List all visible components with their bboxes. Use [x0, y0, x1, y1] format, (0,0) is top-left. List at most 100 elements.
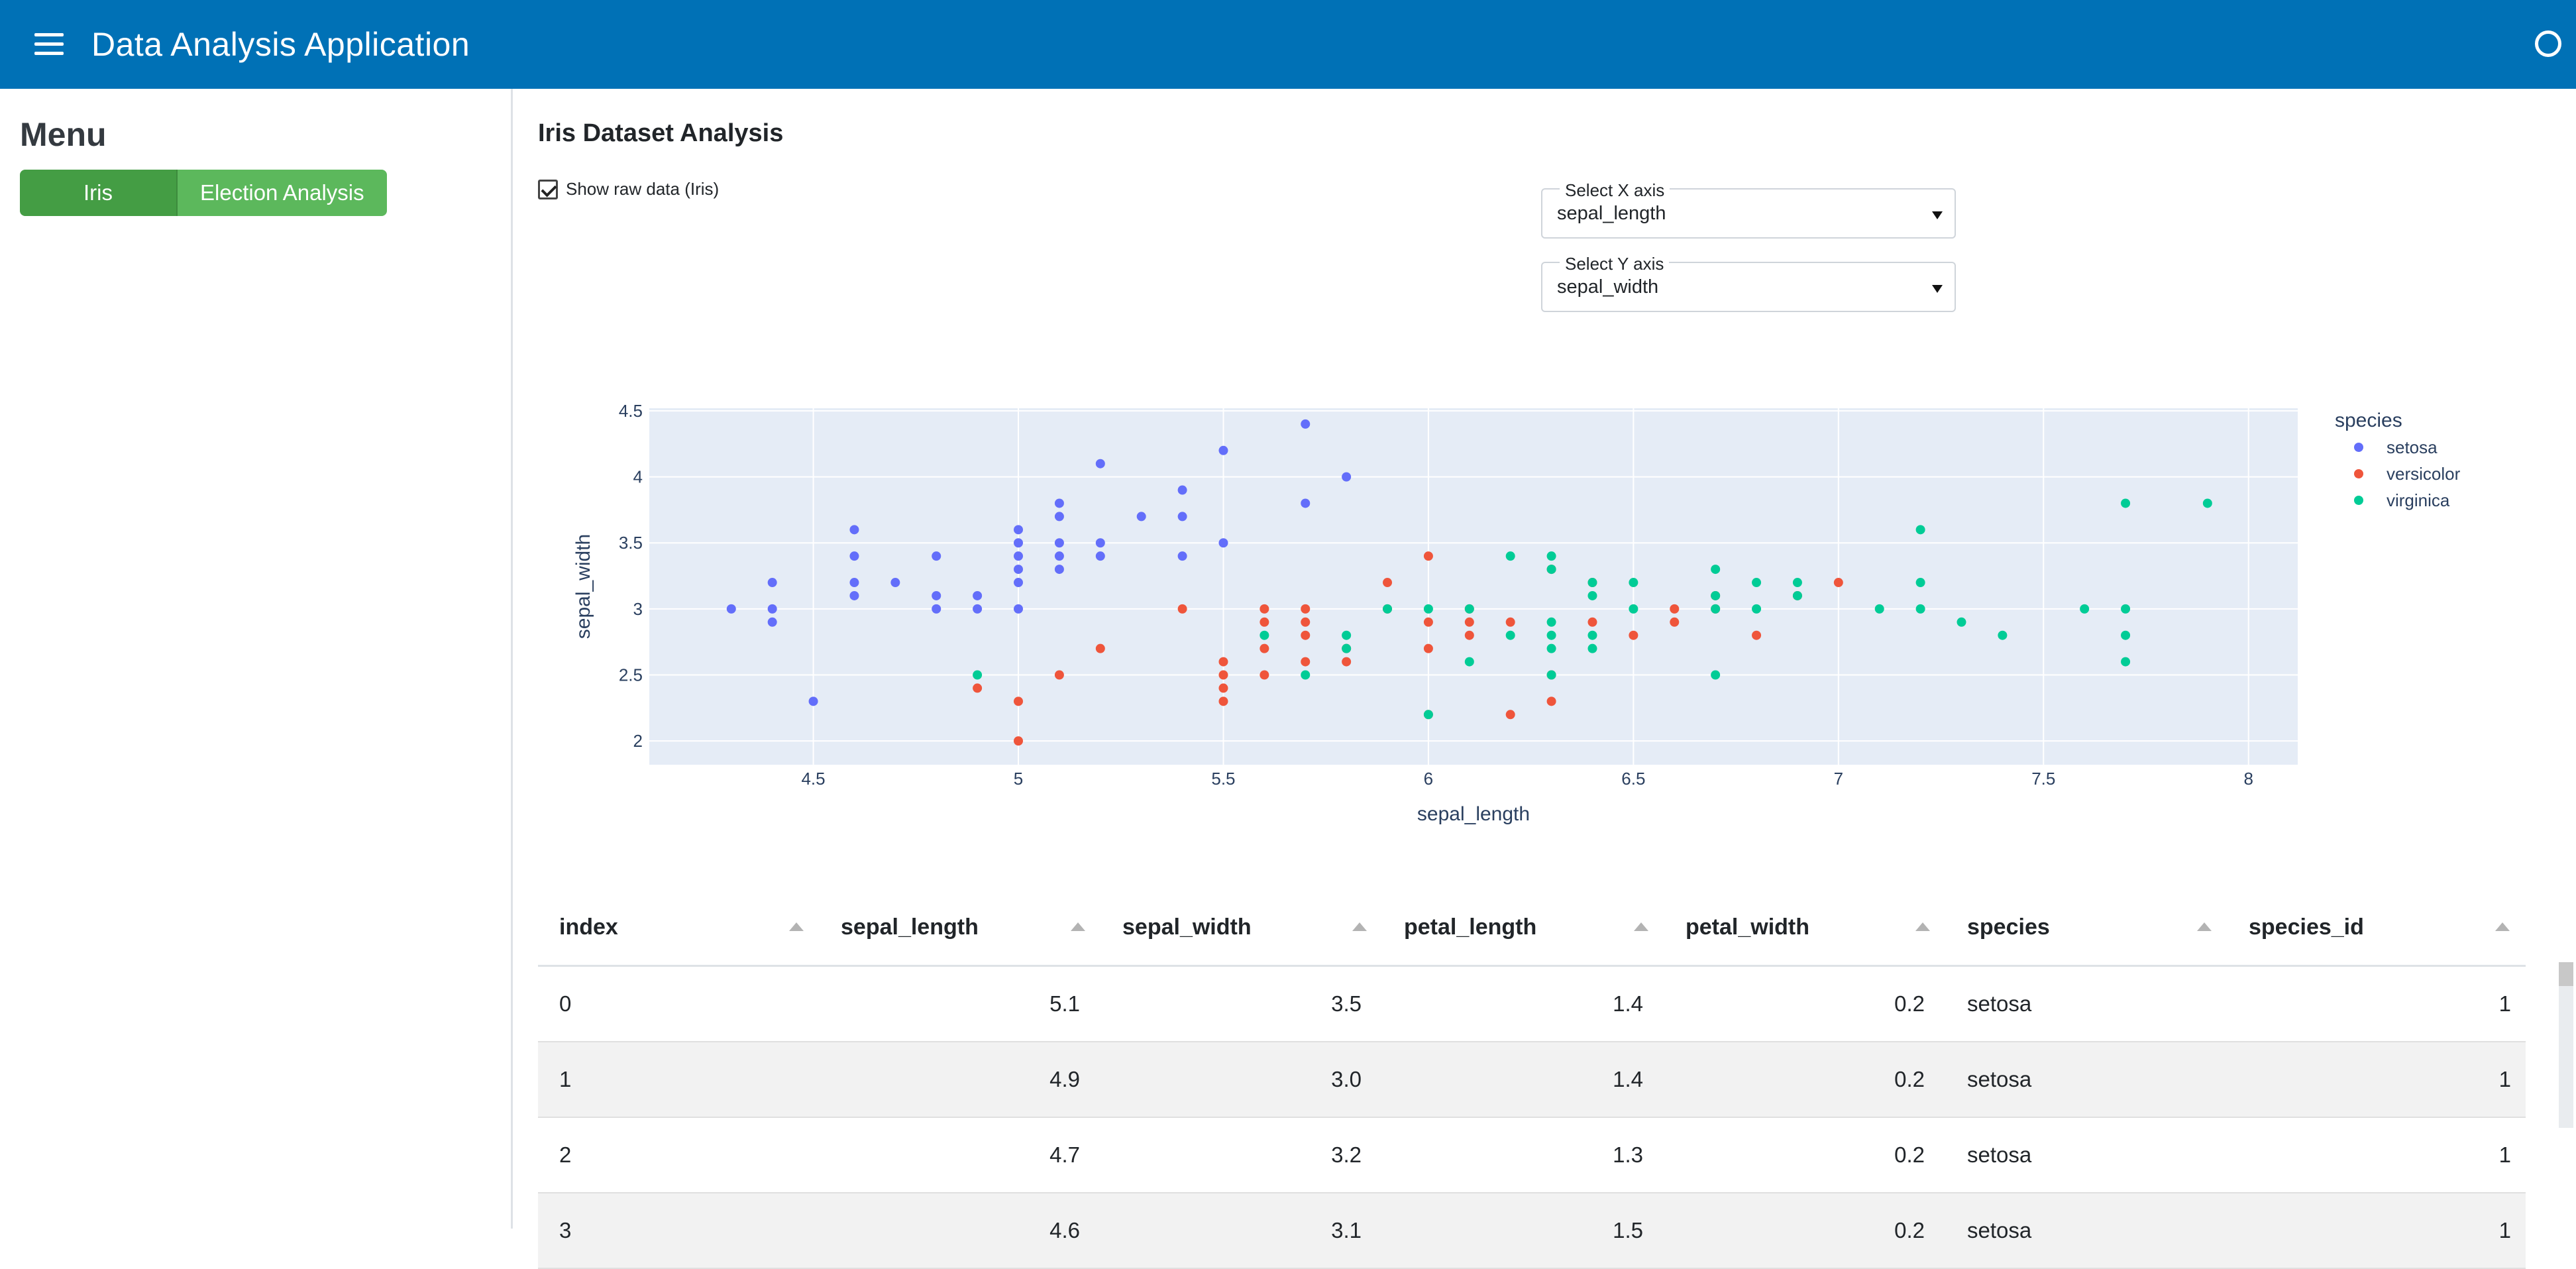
data-point[interactable]: [726, 604, 736, 614]
legend-marker[interactable]: [2354, 469, 2363, 478]
data-point[interactable]: [1792, 578, 1802, 588]
data-point[interactable]: [1915, 604, 1925, 614]
data-point[interactable]: [1464, 630, 1474, 640]
data-point[interactable]: [1505, 551, 1515, 561]
table-scrollbar-thumb[interactable]: [2559, 962, 2573, 986]
data-point[interactable]: [1752, 578, 1762, 588]
data-point[interactable]: [2080, 604, 2090, 614]
data-point[interactable]: [767, 617, 777, 627]
data-point[interactable]: [1546, 565, 1556, 575]
data-point[interactable]: [1260, 604, 1269, 614]
column-header-petal-width[interactable]: petal_width: [1664, 889, 1946, 965]
data-point[interactable]: [1342, 643, 1352, 653]
data-point[interactable]: [1711, 604, 1721, 614]
data-point[interactable]: [1423, 617, 1433, 627]
data-point[interactable]: [1546, 696, 1556, 706]
data-point[interactable]: [1342, 630, 1352, 640]
data-point[interactable]: [1383, 604, 1393, 614]
data-point[interactable]: [1629, 630, 1638, 640]
data-point[interactable]: [890, 578, 900, 588]
data-point[interactable]: [1218, 696, 1228, 706]
data-point[interactable]: [973, 683, 983, 693]
y-axis-select[interactable]: Select Y axis sepal_width: [1541, 254, 1956, 312]
sort-arrow-icon[interactable]: [1915, 922, 1930, 931]
data-point[interactable]: [1014, 604, 1024, 614]
data-point[interactable]: [1095, 551, 1105, 561]
column-header-sepal-length[interactable]: sepal_length: [820, 889, 1101, 965]
data-point[interactable]: [1218, 670, 1228, 680]
data-point[interactable]: [1998, 630, 2008, 640]
data-point[interactable]: [1014, 578, 1024, 588]
data-point[interactable]: [1423, 551, 1433, 561]
data-point[interactable]: [1915, 578, 1925, 588]
sort-arrow-icon[interactable]: [1634, 922, 1648, 931]
data-point[interactable]: [1711, 565, 1721, 575]
data-point[interactable]: [1014, 551, 1024, 561]
legend-item-versicolor[interactable]: versicolor: [2387, 464, 2461, 484]
data-point[interactable]: [1546, 630, 1556, 640]
data-point[interactable]: [767, 604, 777, 614]
data-point[interactable]: [932, 590, 941, 600]
sort-arrow-icon[interactable]: [2495, 922, 2510, 931]
table-row[interactable]: 1 4.9 3.0 1.4 0.2 setosa 1: [538, 1042, 2526, 1118]
chevron-down-icon[interactable]: [1932, 285, 1943, 293]
legend-marker[interactable]: [2354, 496, 2363, 505]
data-point[interactable]: [1792, 590, 1802, 600]
data-point[interactable]: [1014, 696, 1024, 706]
data-point[interactable]: [1218, 657, 1228, 667]
data-point[interactable]: [1014, 525, 1024, 535]
table-row[interactable]: 3 4.6 3.1 1.5 0.2 setosa 1: [538, 1193, 2526, 1269]
sort-arrow-icon[interactable]: [789, 922, 804, 931]
data-point[interactable]: [1711, 670, 1721, 680]
data-point[interactable]: [1505, 617, 1515, 627]
data-point[interactable]: [1752, 630, 1762, 640]
data-point[interactable]: [1587, 643, 1597, 653]
data-point[interactable]: [849, 590, 859, 600]
data-point[interactable]: [1915, 525, 1925, 535]
show-raw-data-checkbox[interactable]: [538, 179, 558, 199]
data-point[interactable]: [1546, 643, 1556, 653]
data-point[interactable]: [1014, 565, 1024, 575]
data-point[interactable]: [1464, 617, 1474, 627]
data-point[interactable]: [849, 525, 859, 535]
data-point[interactable]: [1054, 498, 1064, 508]
data-point[interactable]: [973, 590, 983, 600]
table-scrollbar[interactable]: [2559, 962, 2573, 1128]
data-point[interactable]: [1301, 630, 1311, 640]
data-point[interactable]: [1629, 578, 1638, 588]
data-point[interactable]: [1587, 578, 1597, 588]
show-raw-data-toggle[interactable]: Show raw data (Iris): [538, 179, 719, 199]
table-row[interactable]: 0 5.1 3.5 1.4 0.2 setosa 1: [538, 967, 2526, 1042]
data-point[interactable]: [1014, 538, 1024, 548]
data-point[interactable]: [1054, 670, 1064, 680]
data-point[interactable]: [1587, 590, 1597, 600]
data-point[interactable]: [1054, 538, 1064, 548]
data-point[interactable]: [1670, 617, 1680, 627]
data-point[interactable]: [1342, 657, 1352, 667]
legend-item-virginica[interactable]: virginica: [2387, 490, 2450, 510]
sort-arrow-icon[interactable]: [1071, 922, 1085, 931]
data-point[interactable]: [1301, 657, 1311, 667]
data-point[interactable]: [1301, 617, 1311, 627]
data-point[interactable]: [1177, 604, 1187, 614]
iris-analysis-button[interactable]: Iris Analysis: [20, 170, 176, 251]
column-header-index[interactable]: index: [538, 889, 820, 965]
data-point[interactable]: [1833, 578, 1843, 588]
data-point[interactable]: [1423, 710, 1433, 720]
data-point[interactable]: [849, 551, 859, 561]
election-analysis-button[interactable]: Election Analysis: [176, 170, 387, 216]
column-header-species-id[interactable]: species_id: [2227, 889, 2526, 965]
data-point[interactable]: [1301, 604, 1311, 614]
data-point[interactable]: [1054, 512, 1064, 522]
data-point[interactable]: [932, 551, 941, 561]
data-point[interactable]: [2121, 498, 2131, 508]
data-point[interactable]: [1301, 670, 1311, 680]
data-point[interactable]: [1095, 459, 1105, 469]
data-point[interactable]: [849, 578, 859, 588]
data-point[interactable]: [1957, 617, 1966, 627]
data-point[interactable]: [1260, 670, 1269, 680]
data-point[interactable]: [1177, 485, 1187, 495]
data-point[interactable]: [973, 670, 983, 680]
data-point[interactable]: [1095, 643, 1105, 653]
data-point[interactable]: [1629, 604, 1638, 614]
